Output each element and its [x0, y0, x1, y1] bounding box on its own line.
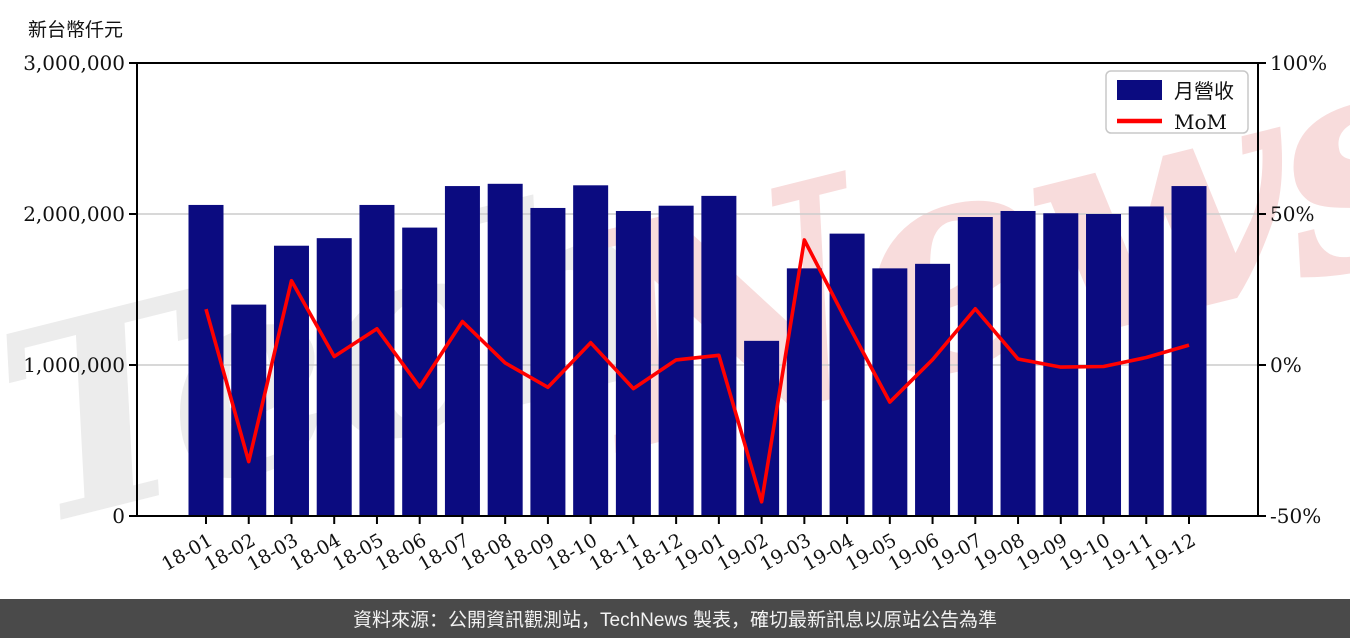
revenue-bar-19-12 [1171, 186, 1207, 516]
source-footer-text: 資料來源：公開資訊觀測站，TechNews 製表，確切最新訊息以原站公告為準 [353, 610, 997, 631]
legend-bar-swatch [1117, 80, 1162, 100]
left-tick-label: 3,000,000 [23, 51, 125, 75]
mom-line [204, 238, 1190, 504]
revenue-bar-18-10 [573, 185, 609, 516]
legend-line-label: MoM [1174, 110, 1227, 134]
right-tick-label: 0% [1270, 353, 1302, 377]
left-axis-unit-label: 新台幣仟元 [28, 19, 124, 41]
revenue-bar-18-03 [273, 245, 309, 516]
left-tick-label: 0 [112, 504, 125, 528]
right-tick-label: 100% [1270, 51, 1327, 75]
x-tick-label: 19-12 [1141, 529, 1199, 575]
revenue-bar-19-04 [829, 233, 865, 516]
revenue-bar-18-07 [444, 186, 480, 516]
axes-box [136, 62, 1259, 517]
legend-bar-label: 月營收 [1174, 79, 1234, 103]
source-footer: 資料來源：公開資訊觀測站，TechNews 製表，確切最新訊息以原站公告為準 [0, 599, 1350, 638]
revenue-bar-19-07 [957, 217, 993, 516]
left-tick-label: 1,000,000 [23, 353, 125, 377]
right-tick-label: -50% [1270, 504, 1321, 528]
revenue-bar-18-11 [615, 210, 651, 517]
revenue-bar-18-09 [530, 207, 566, 516]
revenue-bar-18-05 [359, 204, 395, 516]
revenue-mom-chart: 0 1,000,000 2,000,000 3,000,000 -50% 0% 50% 100… [23, 51, 1327, 576]
left-tick-label: 2,000,000 [23, 202, 125, 226]
revenue-bar-19-08 [1000, 210, 1036, 517]
revenue-bar-19-06 [915, 263, 951, 516]
right-tick-label: 50% [1270, 202, 1314, 226]
revenue-bar-18-01 [188, 204, 224, 516]
revenue-bar-18-04 [316, 238, 352, 516]
